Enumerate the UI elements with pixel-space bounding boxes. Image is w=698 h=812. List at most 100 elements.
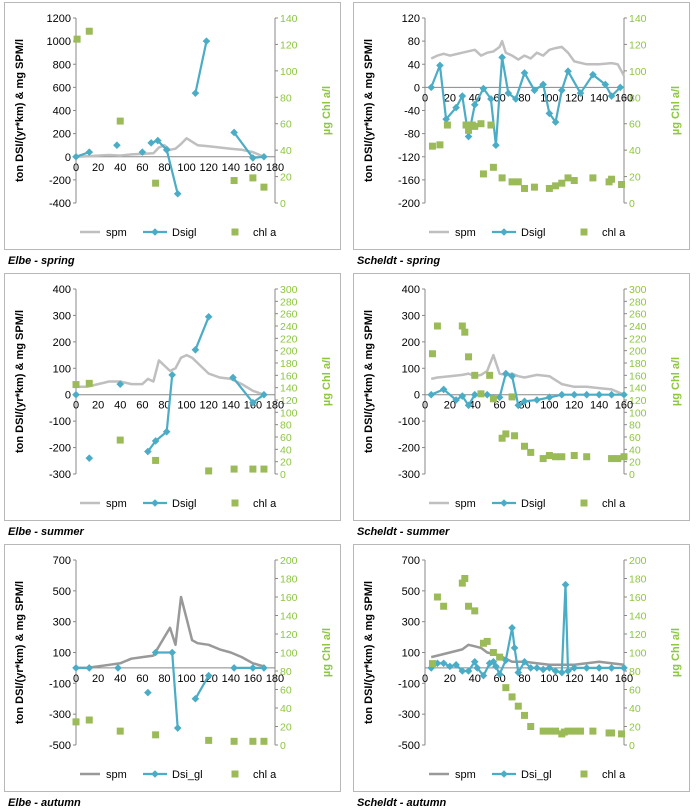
dsi-point [452,396,460,404]
chart-frame: -500 -300 -100 100 300 500 700 0 20 40 60 80 100 120 1… [353,544,690,792]
x-tick-label: 140 [222,400,240,412]
y2-tick-label: 120 [629,395,647,407]
dsi-point [530,86,539,95]
x-tick-label: 60 [136,400,148,412]
y2-tick-label: 0 [280,469,286,481]
y2-tick-label: 0 [280,198,286,210]
y2-tick-label: 140 [280,383,298,395]
chl-point [477,390,485,398]
dsi-series-line [150,139,179,195]
dsi-point [202,37,211,45]
legend-spm-label: spm [455,227,476,239]
y-tick-label: -100 [49,416,71,428]
y-tick-label: 0 [414,82,420,94]
chl-point [583,453,591,461]
y2-tick-label: 40 [629,145,641,157]
chl-point [428,660,436,668]
chl-point [502,684,510,692]
y2-tick-label: 140 [280,13,298,25]
chl-point [85,379,93,387]
dsi-point [249,664,257,672]
legend-dsi-label: Dsi_gl [521,769,552,781]
chart-panel: -300 -200 -100 0 100 200 300 400 0 20 40 60 80 100 120… [0,271,349,541]
y-tick-label: 1000 [47,36,71,48]
dsi-point [446,662,454,671]
chl-point [558,453,566,461]
y-axis-title: ton DSI/(yr*km) & mg SPM/l [363,581,375,724]
dsi-point [620,390,628,399]
chart-panel: -500 -300 -100 100 300 500 700 0 20 40 60 80 100 120 1… [0,542,349,812]
x-tick-label: 100 [177,673,195,685]
legend-dsi-marker [500,499,508,507]
y2-tick-label: 140 [629,611,647,623]
chl-point [465,126,473,134]
y-axis-title: ton DSI/(yr*km) & mg SPM/l [14,310,26,453]
x-tick-label: 20 [92,673,104,685]
x-tick-label: 140 [590,92,608,104]
chl-point [608,455,616,463]
y2-tick-label: 20 [280,457,292,469]
y-tick-label: 400 [53,106,71,118]
y-tick-label: 200 [53,129,71,141]
y-tick-label: 100 [402,363,420,375]
y-tick-label: -500 [398,740,420,752]
dsi-point [452,103,460,112]
x-tick-label: 160 [244,162,262,174]
legend-dsi-label: Dsigl [172,498,196,510]
x-tick-label: 0 [73,673,79,685]
dsi-point [458,92,467,100]
x-tick-label: 20 [444,400,456,412]
y-tick-label: 700 [402,555,420,567]
chl-point [511,432,519,440]
x-tick-label: 20 [92,400,104,412]
dsi-point [570,664,579,672]
chart-panel: -300 -200 -100 0 100 200 300 400 0 20 40 60 80 100 120… [349,271,698,541]
dsi-point [487,95,495,103]
chl-point [502,430,510,438]
dsi-point [470,100,479,109]
dsi-point [498,53,506,62]
y2-tick-label: 140 [629,13,647,25]
legend-chl-marker [231,228,239,236]
legend-dsi-label: Dsigl [521,498,545,510]
y-tick-label: 100 [53,363,71,375]
chl-point [462,121,470,129]
y2-tick-label: 60 [280,432,292,444]
y-tick-label: 800 [53,59,71,71]
chl-point [152,179,160,187]
dsi-point [144,688,152,697]
dsi-point [616,83,625,92]
legend: spm Dsi_gl chl a [429,769,626,781]
y-tick-label: 300 [53,617,71,629]
chl-point [440,602,448,610]
y-tick-label: -100 [398,678,420,690]
spm-series-line [76,353,265,396]
y-tick-label: -300 [49,469,71,481]
dsi-point [173,189,182,198]
chl-point [428,350,436,358]
chl-point [489,163,497,171]
dsi-point [511,95,520,103]
chl-point [230,737,238,745]
x-tick-label: 100 [540,673,558,685]
chl-point [73,35,81,43]
dsi-point [595,390,603,399]
legend-spm-label: spm [106,227,127,239]
chl-point [527,723,535,730]
y2-tick-label: 0 [280,740,286,752]
y2-tick-label: 40 [280,145,292,157]
legend-dsi-marker [151,228,159,236]
x-tick-label: 80 [518,92,530,104]
legend-dsi-marker [500,228,508,236]
chl-point [471,607,479,615]
dsi-point [168,371,176,379]
x-tick-label: 100 [540,92,558,104]
x-tick-label: 180 [266,400,284,412]
legend-chl-label: chl a [253,769,277,781]
chl-point [116,117,124,125]
chl-point [461,575,469,582]
chl-point [230,177,238,185]
x-tick-label: 60 [136,162,148,174]
dsi-point [545,664,554,672]
chart-svg: -400-20002004006008001000120002040608010… [14,13,333,239]
